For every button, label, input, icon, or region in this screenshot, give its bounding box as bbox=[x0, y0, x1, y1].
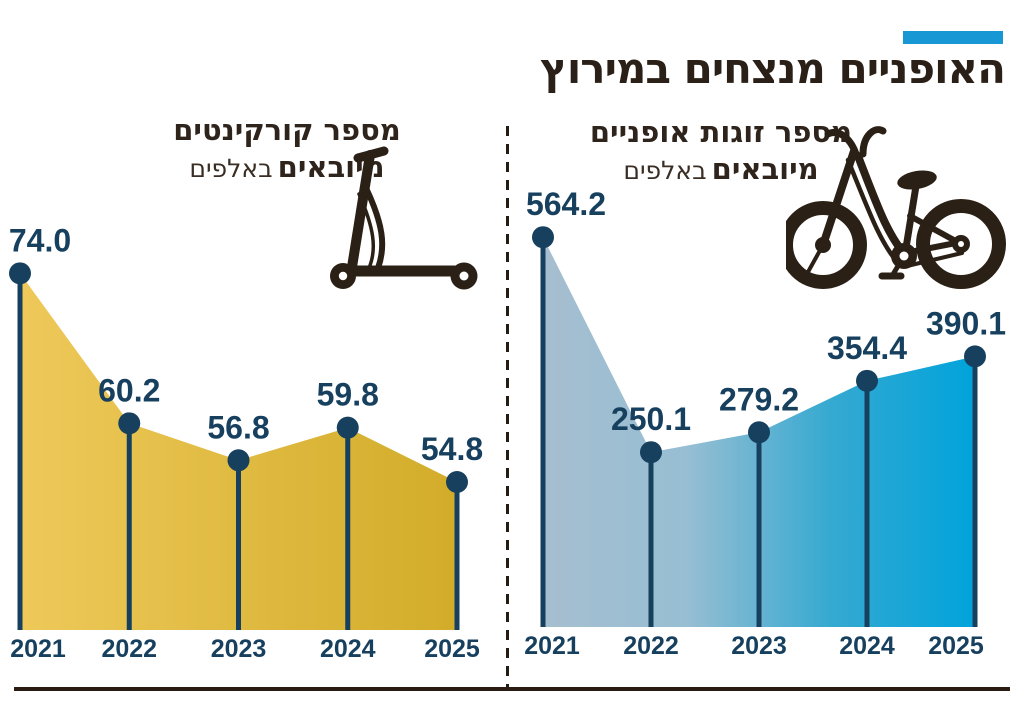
bicycles-chart-title: מספר זוגות אופניים מיובאים באלפים bbox=[575, 114, 867, 187]
data-point bbox=[118, 412, 141, 435]
data-point bbox=[856, 369, 878, 392]
value-label: 250.1 bbox=[611, 401, 691, 437]
value-label: 56.8 bbox=[207, 409, 269, 445]
value-label: 390.1 bbox=[926, 305, 1006, 341]
year-label: 2022 bbox=[101, 635, 157, 663]
year-label: 2023 bbox=[731, 632, 787, 660]
year-label: 2023 bbox=[211, 635, 267, 663]
bicycles-title-line2: מיובאים באלפים bbox=[623, 151, 819, 186]
accent-bar bbox=[903, 31, 1003, 44]
data-point bbox=[532, 226, 554, 249]
year-label: 2025 bbox=[928, 632, 984, 660]
scooter-icon bbox=[330, 146, 478, 290]
data-point bbox=[964, 345, 986, 368]
value-label: 59.8 bbox=[317, 377, 379, 413]
data-point bbox=[9, 262, 31, 285]
year-label: 2021 bbox=[524, 632, 580, 660]
year-label: 2021 bbox=[10, 635, 66, 663]
value-label: 54.8 bbox=[421, 431, 483, 467]
bicycles-title-line1: מספר זוגות אופניים bbox=[589, 115, 853, 149]
year-label: 2024 bbox=[839, 632, 895, 660]
page-title: האופניים מנצחים במירוץ bbox=[540, 44, 1006, 93]
year-label: 2025 bbox=[424, 635, 480, 663]
value-label: 354.4 bbox=[827, 330, 907, 366]
value-label: 60.2 bbox=[98, 372, 160, 408]
scooters-title-line1: מספר קורקינטים bbox=[173, 113, 401, 147]
bicycle-icon bbox=[786, 126, 1006, 289]
scooters-chart-title: מספר קורקינטים מיובאים באלפים bbox=[137, 112, 437, 185]
value-label: 74.0 bbox=[9, 222, 71, 258]
data-point bbox=[640, 441, 662, 464]
value-label: 279.2 bbox=[719, 381, 799, 417]
scooters-title-line2: מיובאים באלפים bbox=[189, 149, 385, 184]
bicycles-area bbox=[543, 237, 975, 627]
year-label: 2024 bbox=[320, 635, 376, 663]
data-point bbox=[748, 421, 770, 444]
data-point bbox=[446, 471, 468, 494]
data-point bbox=[336, 416, 359, 439]
bottom-rule bbox=[14, 687, 1010, 691]
data-point bbox=[227, 449, 250, 472]
year-label: 2022 bbox=[623, 632, 679, 660]
scooters-area bbox=[20, 273, 457, 630]
panel-divider-dashed-line bbox=[506, 126, 509, 688]
value-label: 564.2 bbox=[526, 186, 606, 222]
